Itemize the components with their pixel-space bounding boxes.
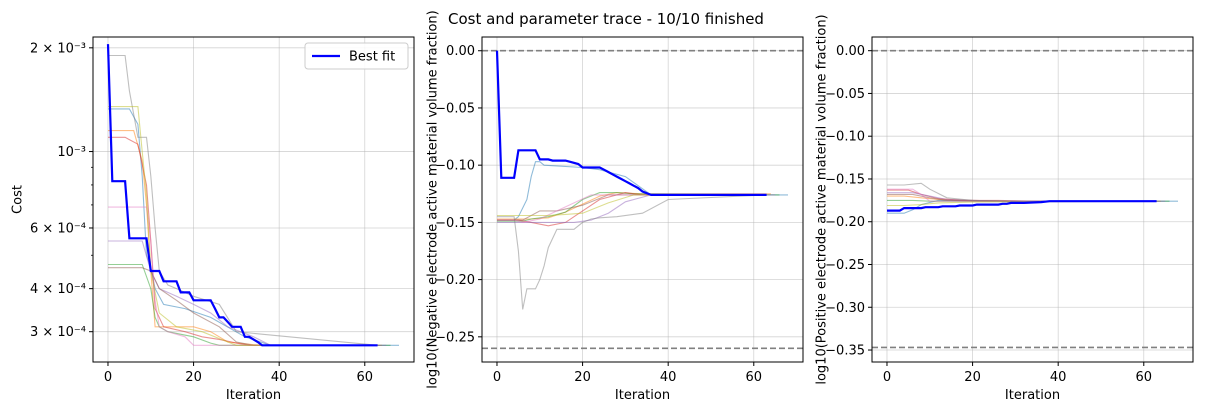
x-tick-label: 40	[271, 370, 288, 385]
best-fit-line	[887, 200, 1157, 212]
x-tick-label: 20	[964, 370, 981, 385]
run-trace-line	[497, 194, 776, 223]
legend-box	[304, 42, 409, 70]
y-tick-label: −0.15	[825, 172, 865, 187]
y-tick-label: 4 × 10⁻⁴	[30, 282, 86, 297]
y-tick-label: 6 × 10⁻⁴	[30, 221, 86, 236]
y-tick-label: −0.10	[435, 159, 475, 174]
y-tick-label: −0.25	[435, 330, 475, 345]
x-tick-label: 20	[185, 370, 202, 385]
figure-title: Cost and parameter trace - 10/10 finishe…	[448, 10, 764, 28]
x-axis-label: Iteration	[1005, 388, 1060, 403]
y-tick-label: −0.05	[435, 101, 475, 116]
y-axis-label: log10(Positive electrode active material…	[815, 14, 830, 384]
cost-panel: 0 20 40 60 2 × 10⁻³ 10⁻³ 6 × 10⁻⁴ 4 × 10⁻⁴ 3 × 1…	[11, 36, 415, 403]
x-tick-label: 0	[883, 370, 891, 385]
y-axis-label: log10(Negative electrode active material…	[426, 10, 441, 389]
y-tick-label: 10⁻³	[57, 145, 86, 160]
run-trace-line	[497, 192, 763, 227]
x-tick-label: 60	[746, 370, 763, 385]
run-trace-line	[108, 240, 387, 346]
y-tick-label: −0.15	[435, 216, 475, 231]
legend-label: Best fit	[349, 50, 395, 65]
y-tick-label: 2 × 10⁻³	[30, 41, 86, 56]
y-tick-label: −0.05	[825, 87, 865, 102]
x-axis-label: Iteration	[226, 388, 281, 403]
run-trace-line	[497, 161, 788, 221]
y-axis-label: Cost	[11, 185, 26, 214]
y-tick-label: 0.00	[446, 44, 475, 59]
run-trace-line	[497, 192, 780, 222]
run-trace-line	[108, 106, 378, 346]
negative-electrode-panel: 0 20 40 60 0.00 −0.05 −0.10 −0.15 −0.20 −0.25 Iter…	[426, 10, 804, 403]
y-tick-label: −0.25	[825, 258, 865, 273]
y-tick-label: −0.20	[435, 273, 475, 288]
axes-frame	[871, 36, 1194, 363]
x-axis-label: Iteration	[615, 388, 670, 403]
y-tick-label: −0.20	[825, 215, 865, 230]
y-tick-label: 0.00	[836, 44, 865, 59]
run-trace-line	[887, 188, 1157, 202]
x-tick-label: 60	[1136, 370, 1153, 385]
run-trace-line	[497, 194, 763, 221]
x-tick-label: 20	[574, 370, 591, 385]
run-trace-line	[497, 194, 767, 217]
axes-frame	[481, 36, 804, 363]
y-tick-label: −0.10	[825, 130, 865, 145]
best-fit-line	[495, 50, 767, 196]
run-trace-line	[108, 267, 374, 346]
y-tick-label: 3 × 10⁻⁴	[30, 325, 86, 340]
y-tick-label: −0.35	[825, 344, 865, 359]
run-trace-line	[108, 108, 399, 346]
x-tick-label: 0	[104, 370, 112, 385]
run-trace-line	[497, 194, 767, 310]
run-trace-line	[497, 194, 767, 223]
x-tick-label: 40	[1050, 370, 1067, 385]
x-tick-label: 40	[660, 370, 677, 385]
run-trace-line	[108, 54, 378, 346]
y-tick-label: −0.30	[825, 301, 865, 316]
x-tick-label: 0	[493, 370, 501, 385]
x-tick-label: 60	[357, 370, 374, 385]
positive-electrode-panel: 0 20 40 60 0.00 −0.05 −0.10 −0.15 −0.20 −0.25 −0.3…	[815, 14, 1194, 403]
run-trace-line	[887, 200, 1157, 207]
run-trace-line	[108, 206, 378, 346]
run-trace-line	[108, 136, 374, 346]
best-fit-line	[106, 44, 378, 347]
run-trace-line	[887, 182, 1157, 202]
axes-frame	[92, 36, 415, 363]
